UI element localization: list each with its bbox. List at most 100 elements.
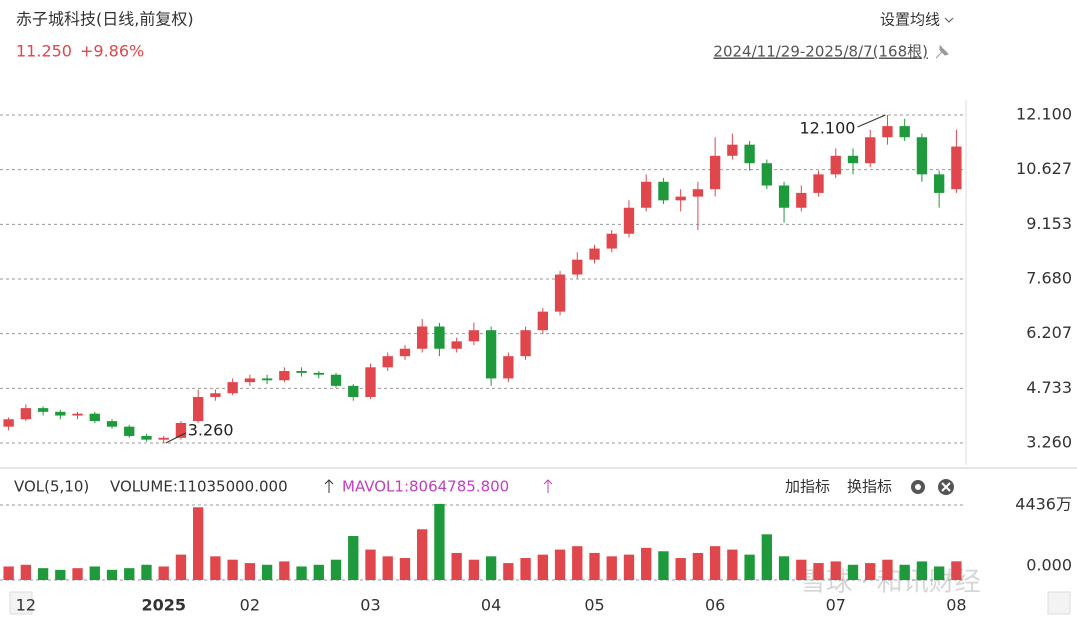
pin-icon[interactable]: [935, 44, 949, 59]
volume-bar: [37, 568, 49, 580]
y-tick-label: 4436万: [1015, 494, 1072, 513]
up-arrow: [324, 479, 334, 493]
volume-bar: [778, 556, 790, 580]
candle-body: [554, 274, 566, 312]
candle-body: [796, 192, 807, 208]
candle-body: [813, 174, 824, 193]
annotation-arrow: [857, 114, 886, 128]
volume-bar: [399, 558, 411, 580]
volume-bar: [158, 566, 169, 580]
candle-body: [692, 189, 704, 197]
volume-bar: [227, 559, 238, 580]
candle-body: [158, 437, 169, 440]
ma-setting[interactable]: 设置均线: [880, 11, 940, 29]
y-tick-label: 3.260: [1026, 432, 1072, 451]
candle-body: [55, 411, 66, 416]
volume-bar: [675, 558, 686, 580]
volume-bar: [244, 563, 256, 580]
candle-body: [175, 422, 187, 438]
volume-bar: [296, 566, 307, 580]
volume-bar: [382, 556, 393, 580]
scroll-left[interactable]: [9, 591, 33, 615]
candle-body: [72, 413, 83, 416]
volume-bar: [72, 568, 83, 580]
scroll-right[interactable]: [1047, 591, 1071, 615]
candle-body: [451, 341, 462, 349]
candle-body: [330, 374, 342, 386]
volume-bar: [572, 546, 583, 580]
volume-bar: [451, 552, 462, 580]
volume-bar: [313, 564, 324, 580]
candle-body: [727, 144, 738, 156]
volume-bar: [589, 552, 600, 580]
volume-bar: [606, 556, 617, 580]
add-indicator[interactable]: 加指标: [785, 478, 830, 496]
chevron: [944, 17, 954, 23]
candle-body: [296, 371, 307, 373]
volume-bar: [537, 554, 548, 580]
volume-bar: [106, 569, 118, 580]
volume-bar: [727, 549, 738, 580]
mavol-value: MAVOL1:8064785.800: [342, 478, 509, 496]
volume-bar: [330, 559, 342, 580]
x-tick-label: 07: [826, 596, 846, 615]
chart-title: 赤子城科技(日线,前复权): [16, 10, 194, 29]
y-tick-label: 10.627: [1016, 159, 1072, 178]
candle-body: [468, 330, 480, 342]
candle-body: [434, 326, 445, 349]
annotation-arrow: [165, 432, 186, 444]
candle-body: [778, 185, 790, 208]
y-tick-label: 0.000: [1026, 556, 1072, 575]
volume-bar: [485, 556, 497, 580]
x-tick-label: 08: [946, 596, 966, 615]
y-tick-label: 6.207: [1026, 323, 1072, 342]
candle-body: [399, 348, 411, 357]
candle-body: [124, 426, 135, 436]
annotation: 3.260: [188, 420, 234, 439]
candle-body: [916, 137, 928, 175]
candle-body: [606, 233, 617, 249]
candle-body: [89, 413, 100, 422]
volume-bar: [124, 568, 135, 580]
x-tick-label: 02: [240, 596, 260, 615]
y-tick-label: 4.733: [1026, 378, 1072, 397]
price: 11.250: [16, 42, 72, 61]
candle-body: [210, 393, 221, 397]
x-tick-label: 2025: [141, 596, 186, 615]
y-tick-label: 7.680: [1026, 268, 1072, 287]
volume-bar: [520, 558, 531, 580]
annotation: 12.100: [799, 118, 855, 137]
volume-bar: [417, 529, 428, 580]
volume-bar: [141, 564, 152, 580]
vol-value: VOLUME:11035000.000: [110, 478, 288, 496]
candle-body: [141, 435, 152, 440]
candle-body: [709, 155, 721, 190]
volume-bar: [279, 561, 290, 580]
candle-body: [106, 421, 118, 427]
candle-body: [933, 174, 945, 193]
volume-bar: [899, 564, 910, 580]
volume-bar: [3, 566, 14, 580]
volume-bar: [468, 559, 480, 580]
x-tick-label: 05: [584, 596, 604, 615]
candle-body: [675, 196, 686, 201]
volume-bar: [89, 566, 100, 580]
candle-body: [365, 367, 376, 397]
volume-bar: [744, 554, 755, 580]
candle-body: [261, 378, 273, 381]
candle-body: [348, 385, 359, 397]
volume-bar: [193, 507, 204, 580]
volume-bar: [813, 563, 824, 580]
volume-bar: [882, 559, 893, 580]
volume-bar: [20, 564, 32, 580]
candle-body: [193, 396, 204, 422]
volume-bar: [692, 552, 704, 580]
volume-bar: [365, 549, 376, 580]
volume-bar: [761, 534, 772, 580]
date-range[interactable]: 2024/11/29-2025/8/7(168根): [713, 43, 928, 61]
up-arrow: [543, 479, 553, 493]
volume-bar: [709, 546, 721, 580]
switch-indicator[interactable]: 换指标: [847, 478, 892, 496]
candle-body: [3, 419, 14, 427]
